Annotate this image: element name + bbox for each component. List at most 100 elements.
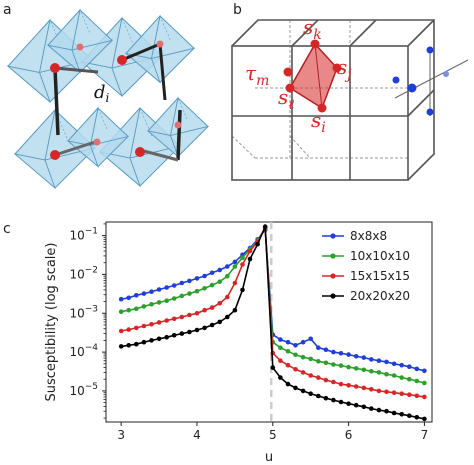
data-point bbox=[361, 385, 367, 391]
data-point bbox=[346, 364, 351, 370]
data-point bbox=[225, 294, 230, 300]
data-point bbox=[414, 393, 420, 399]
data-point bbox=[376, 358, 382, 364]
data-point bbox=[164, 285, 169, 290]
data-point bbox=[338, 363, 344, 368]
data-point bbox=[194, 276, 200, 281]
panel-b-letter: b bbox=[233, 2, 242, 18]
label-s-j: sj bbox=[337, 55, 352, 83]
data-point bbox=[285, 349, 291, 354]
data-point bbox=[323, 395, 329, 401]
y-tick-label: 10−2 bbox=[69, 265, 98, 281]
edge bbox=[231, 19, 435, 181]
data-point bbox=[316, 375, 321, 380]
data-point bbox=[255, 241, 260, 247]
data-point bbox=[391, 410, 397, 416]
x-tick-label: 4 bbox=[193, 428, 201, 442]
data-point bbox=[156, 287, 162, 292]
plaquette-diagonal bbox=[314, 43, 323, 109]
panel-c: c 3 4 5 6 7 10−1 10−2 10−3 10−4 10−5 u Susceptibili… bbox=[3, 221, 433, 465]
x-tick-label: 5 bbox=[269, 428, 277, 442]
y-tick-label: 10−3 bbox=[69, 304, 98, 320]
data-point bbox=[187, 278, 192, 284]
data-point bbox=[399, 362, 405, 368]
atom-sites bbox=[50, 40, 182, 160]
data-point bbox=[262, 224, 268, 229]
legend-marker bbox=[330, 253, 336, 259]
x-tick-label: 6 bbox=[345, 428, 353, 442]
data-point bbox=[194, 288, 200, 294]
legend-marker bbox=[330, 273, 336, 279]
legend-label: 8x8x8 bbox=[350, 229, 387, 243]
data-point bbox=[285, 339, 291, 345]
legend-label: 10x10x10 bbox=[350, 249, 410, 263]
data-point bbox=[422, 380, 427, 386]
bond-line bbox=[54, 140, 96, 157]
panel-b: b bbox=[231, 2, 469, 181]
plaquette-face bbox=[288, 42, 338, 110]
data-point bbox=[149, 302, 154, 307]
data-point bbox=[293, 352, 298, 358]
blue-site bbox=[426, 108, 434, 116]
data-point bbox=[247, 256, 253, 262]
data-point bbox=[134, 325, 139, 331]
bond-line bbox=[54, 66, 99, 74]
data-point bbox=[361, 367, 367, 373]
site-k bbox=[310, 39, 320, 49]
bond-line-vertical bbox=[176, 109, 182, 161]
data-point bbox=[300, 339, 306, 345]
data-point bbox=[391, 361, 397, 367]
edge bbox=[349, 19, 377, 47]
data-point bbox=[126, 307, 131, 313]
data-point bbox=[202, 286, 207, 291]
y-tick-label: 10−4 bbox=[69, 343, 98, 359]
data-point bbox=[232, 259, 238, 265]
data-point bbox=[134, 293, 139, 298]
data-point bbox=[209, 305, 215, 310]
data-point bbox=[338, 351, 344, 356]
data-point bbox=[285, 381, 291, 387]
data-point bbox=[369, 357, 374, 362]
data-point bbox=[202, 307, 207, 313]
series-20x20x20 bbox=[118, 224, 427, 422]
data-point bbox=[141, 304, 147, 309]
panel-c-letter: c bbox=[3, 221, 11, 237]
data-point bbox=[164, 318, 169, 323]
data-point bbox=[164, 335, 169, 340]
data-point bbox=[118, 296, 124, 302]
data-point bbox=[414, 415, 420, 420]
data-point bbox=[149, 338, 154, 343]
data-point bbox=[331, 349, 336, 355]
data-point bbox=[187, 312, 192, 318]
visible-edges bbox=[231, 19, 435, 181]
data-point bbox=[278, 337, 283, 342]
data-point bbox=[118, 309, 124, 315]
blue-site-cross bbox=[392, 46, 469, 116]
data-point bbox=[194, 311, 200, 316]
data-point bbox=[217, 279, 222, 285]
data-point bbox=[399, 391, 405, 397]
data-point bbox=[149, 322, 154, 327]
data-point bbox=[384, 359, 389, 365]
data-point bbox=[338, 381, 344, 387]
plaquette bbox=[283, 39, 342, 113]
bond-label: di bbox=[94, 82, 110, 105]
data-point bbox=[353, 402, 359, 408]
data-point bbox=[293, 385, 298, 391]
data-point bbox=[126, 343, 131, 348]
data-point bbox=[308, 336, 314, 342]
atom bbox=[50, 150, 60, 160]
data-point bbox=[141, 339, 147, 345]
site-l bbox=[285, 83, 295, 93]
data-point bbox=[338, 399, 344, 405]
data-point bbox=[376, 370, 382, 375]
data-point bbox=[331, 362, 336, 367]
data-point bbox=[209, 270, 215, 276]
data-point bbox=[179, 280, 185, 286]
data-point bbox=[346, 383, 351, 388]
blue-site bbox=[407, 83, 417, 93]
octahedron bbox=[46, 8, 114, 74]
data-point bbox=[285, 362, 291, 368]
data-point bbox=[346, 352, 351, 357]
